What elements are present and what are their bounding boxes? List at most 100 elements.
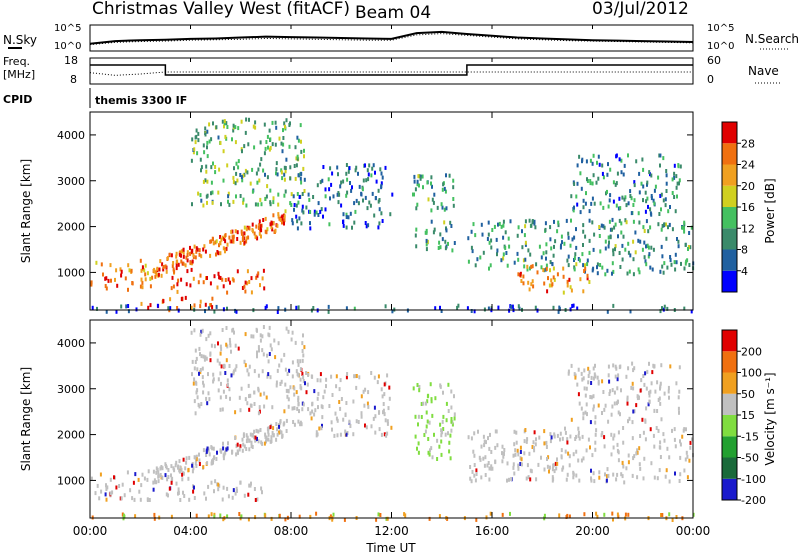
heat-cell-7 xyxy=(617,373,620,378)
heat-cell-0 xyxy=(152,480,155,485)
heat-cell-3 xyxy=(229,343,232,348)
heat-cell-6 xyxy=(587,437,590,442)
heat-cell-4 xyxy=(299,377,302,382)
heat-cell-1 xyxy=(240,231,243,236)
heat-cell-8 xyxy=(595,511,598,516)
heat-cell-5 xyxy=(346,177,349,182)
heat-cell-5 xyxy=(450,417,453,421)
heat-cell-2 xyxy=(244,280,247,285)
heat-cell-7 xyxy=(575,227,577,232)
heat-cell-5 xyxy=(300,171,303,176)
heat-cell-10 xyxy=(96,306,98,311)
heat-cell-1 xyxy=(259,224,262,229)
heat-cell-3 xyxy=(207,372,209,377)
heat-cell-6 xyxy=(452,185,455,190)
heat-cell-4 xyxy=(316,396,319,401)
heat-cell-6 xyxy=(529,477,532,482)
heat-cell-6 xyxy=(674,444,677,449)
heat-cell-6 xyxy=(538,435,541,440)
heat-cell-6 xyxy=(657,428,660,433)
heat-cell-3 xyxy=(184,295,187,300)
heat-cell-5 xyxy=(449,456,452,461)
heat-cell-1 xyxy=(279,419,282,424)
heat-cell-8 xyxy=(568,514,571,519)
heat-cell-9 xyxy=(615,154,618,159)
heat-cell-5 xyxy=(313,212,316,217)
heat-cell-6 xyxy=(503,448,506,452)
heat-cell-6 xyxy=(612,445,615,450)
heat-cell-4 xyxy=(388,385,391,390)
heat-cell-4 xyxy=(310,416,313,421)
heat-cell-3 xyxy=(228,387,231,392)
heat-cell-6 xyxy=(668,479,671,484)
heat-cell-5 xyxy=(342,223,345,228)
heat-cell-6 xyxy=(550,435,553,440)
heat-cell-6 xyxy=(603,444,606,449)
heat-cell-8 xyxy=(298,514,301,519)
heat-cell-6 xyxy=(425,247,428,252)
heat-cell-9 xyxy=(579,171,582,176)
heat-cell-4 xyxy=(320,404,323,409)
heat-cell-1 xyxy=(219,235,222,239)
heat-cell-3 xyxy=(249,403,252,408)
heat-cell-3 xyxy=(192,381,195,386)
heat-cell-5 xyxy=(371,191,374,196)
heat-cell-6 xyxy=(490,464,493,469)
heat-cell-5 xyxy=(302,210,305,215)
heat-cell-4 xyxy=(204,132,207,137)
heat-cell-5 xyxy=(431,413,434,418)
heat-cell-1 xyxy=(195,249,198,254)
heat-cell-7 xyxy=(529,266,531,271)
heat-cell-4 xyxy=(232,199,235,204)
heat-cell-5 xyxy=(347,169,350,174)
heat-cell-7 xyxy=(613,390,616,395)
heat-cell-10 xyxy=(511,304,514,309)
heat-cell-10 xyxy=(456,305,459,310)
heat-cell-4 xyxy=(283,177,286,182)
heat-cell-7 xyxy=(471,249,474,254)
heat-cell-5 xyxy=(374,170,376,175)
heat-cell-1 xyxy=(276,223,279,228)
heat-cell-2 xyxy=(189,283,192,288)
heat-cell-0 xyxy=(137,477,140,482)
heat-cell-7 xyxy=(545,250,548,255)
heat-cell-4 xyxy=(346,372,349,376)
heat-cell-1 xyxy=(226,446,229,451)
heat-cell-6 xyxy=(627,453,630,458)
heat-cell-4 xyxy=(291,374,294,379)
heat-cell-6 xyxy=(548,465,551,470)
heat-cell-1 xyxy=(240,229,243,234)
heat-cell-1 xyxy=(283,214,286,219)
freq-unit-label: [MHz] xyxy=(3,68,35,81)
heat-cell-6 xyxy=(422,185,424,190)
heat-cell-7 xyxy=(556,229,559,234)
heat-cell-9 xyxy=(633,198,636,203)
heat-cell-6 xyxy=(656,476,659,481)
heat-cell-7 xyxy=(616,377,619,382)
heat-cell-1 xyxy=(236,237,239,241)
heat-cell-9 xyxy=(671,191,674,195)
heat-cell-1 xyxy=(270,220,273,225)
heat-cell-5 xyxy=(418,388,421,393)
heat-cell-9 xyxy=(620,158,623,163)
colorbar-tick-label: 100 xyxy=(741,367,762,380)
heat-cell-3 xyxy=(258,405,261,410)
heat-cell-7 xyxy=(545,263,548,268)
heat-cell-1 xyxy=(203,244,206,249)
heat-cell-1 xyxy=(162,267,165,272)
heat-cell-7 xyxy=(590,395,593,400)
heat-cell-5 xyxy=(426,399,429,404)
heat-cell-7 xyxy=(631,381,634,386)
heat-cell-3 xyxy=(256,354,258,359)
heat-cell-7 xyxy=(479,255,482,260)
freq-ytick-top: 18 xyxy=(64,54,78,67)
heat-cell-10 xyxy=(222,307,225,312)
heat-cell-4 xyxy=(384,418,387,423)
heat-cell-7 xyxy=(470,229,473,234)
heat-cell-6 xyxy=(480,444,483,449)
heat-cell-9 xyxy=(580,186,583,191)
heat-cell-1 xyxy=(252,229,254,234)
heat-cell-1 xyxy=(270,225,273,230)
heat-cell-9 xyxy=(654,184,657,189)
heat-cell-6 xyxy=(480,475,483,480)
